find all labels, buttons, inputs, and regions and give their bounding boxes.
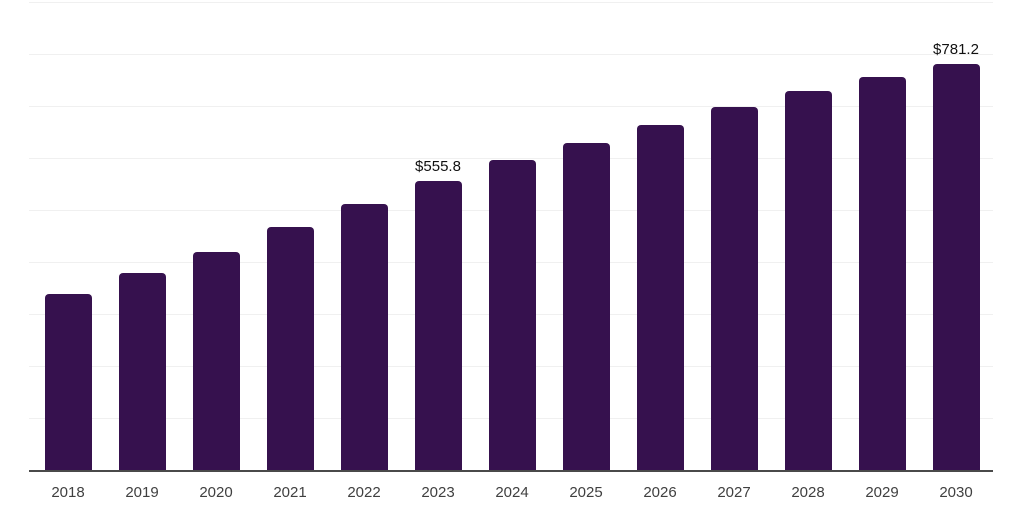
bar-2018 (44, 294, 92, 470)
bar-2022 (340, 203, 388, 470)
bar-2021 (266, 227, 314, 470)
bar-2027 (710, 107, 758, 470)
x-tick-label-2030: 2030 (939, 484, 973, 501)
bar-2023 (414, 181, 462, 470)
x-tick-label-2018: 2018 (51, 484, 85, 501)
x-tick-label-2028: 2028 (791, 484, 825, 501)
x-tick-label-2026: 2026 (643, 484, 677, 501)
x-tick-label-2024: 2024 (495, 484, 529, 501)
gridline-900 (29, 1, 993, 3)
x-tick-label-2029: 2029 (865, 484, 899, 501)
bar-2025 (562, 142, 610, 470)
x-tick-label-2019: 2019 (125, 484, 159, 501)
value-label-2030: $781.2 (933, 41, 979, 59)
bar-2019 (118, 273, 166, 470)
value-label-2023: $555.8 (415, 158, 461, 176)
bar-2030 (932, 64, 980, 470)
x-tick-label-2027: 2027 (717, 484, 751, 501)
x-tick-label-2021: 2021 (273, 484, 307, 501)
x-tick-label-2023: 2023 (421, 484, 455, 501)
x-tick-label-2025: 2025 (569, 484, 603, 501)
x-tick-label-2020: 2020 (199, 484, 233, 501)
bar-2020 (192, 251, 240, 470)
gridline-600 (29, 157, 993, 159)
gridline-800 (29, 53, 993, 55)
bar-2029 (858, 76, 906, 470)
bar-2024 (488, 159, 536, 470)
gridline-700 (29, 105, 993, 107)
x-tick-label-2022: 2022 (347, 484, 381, 501)
plot-area: $555.8 $781.2 (29, 0, 993, 472)
bar-2026 (636, 124, 684, 470)
bar-2028 (784, 91, 832, 470)
